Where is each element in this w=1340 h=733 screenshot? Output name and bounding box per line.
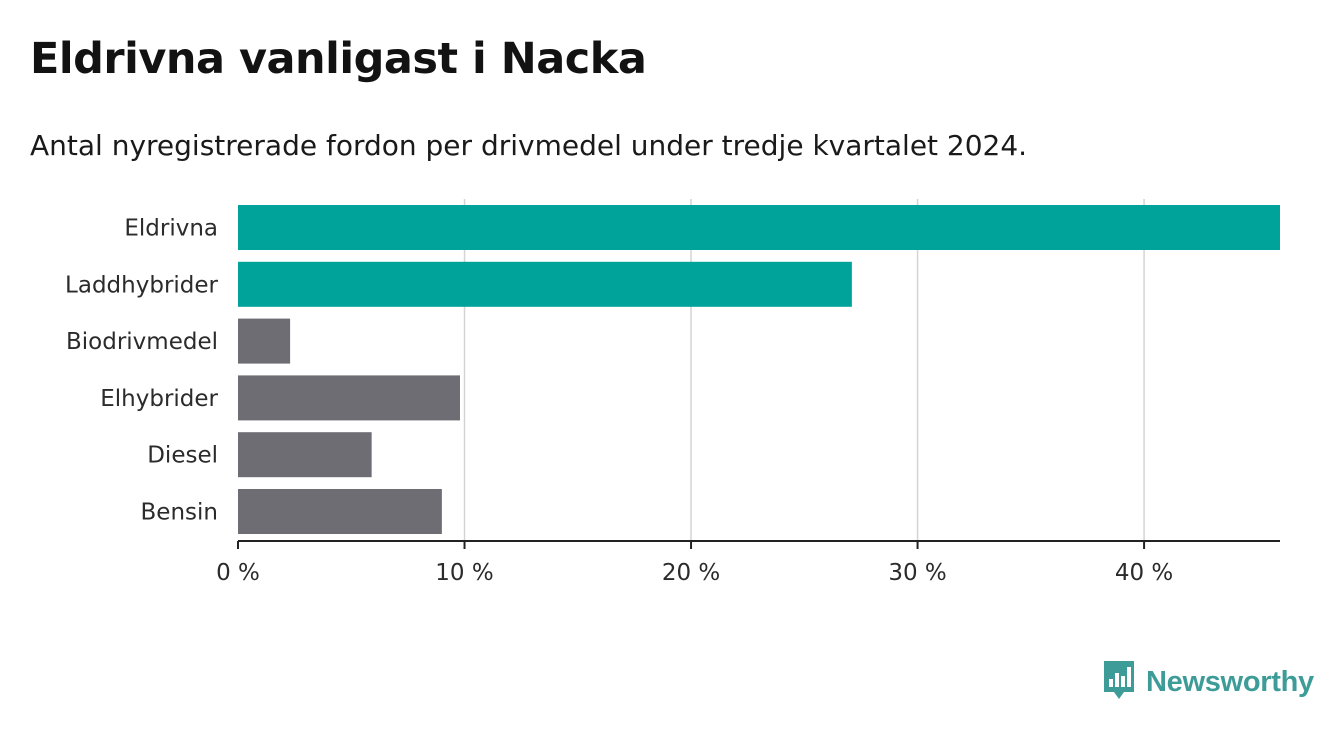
bar-chart-icon	[1102, 658, 1136, 706]
category-label: Bensin	[141, 500, 218, 526]
bar-diesel	[238, 432, 372, 478]
category-label: Biodrivmedel	[66, 329, 218, 355]
chart-title: Eldrivna vanligast i Nacka	[30, 34, 647, 84]
x-tick-label: 20 %	[662, 560, 720, 586]
x-tick-label: 0 %	[216, 560, 260, 586]
bar-eldrivna	[238, 205, 1280, 250]
x-tick-label: 30 %	[888, 560, 946, 586]
bar-elhybrider	[238, 375, 460, 421]
bars	[238, 205, 1280, 534]
brand-name: Newsworthy	[1146, 665, 1314, 698]
chart-subtitle: Antal nyregistrerade fordon per drivmede…	[30, 129, 1028, 162]
category-labels: Eldrivna Laddhybrider Biodrivmedel Elhybrid…	[65, 216, 218, 526]
x-tick-label: 10 %	[435, 560, 493, 586]
category-label: Elhybrider	[100, 386, 218, 412]
newsworthy-brand: Newsworthy	[1102, 660, 1314, 704]
x-tick-label: 40 %	[1115, 560, 1173, 586]
category-label: Diesel	[147, 443, 218, 469]
bar-biodrivmedel	[238, 318, 291, 364]
category-label: Eldrivna	[124, 216, 218, 242]
bar-bensin	[238, 489, 442, 534]
gridlines	[463, 199, 1145, 541]
bar-laddhybrider	[238, 261, 852, 307]
x-axis: 0 % 10 % 20 % 30 % 40 %	[216, 540, 1280, 586]
category-label: Laddhybrider	[65, 272, 218, 298]
